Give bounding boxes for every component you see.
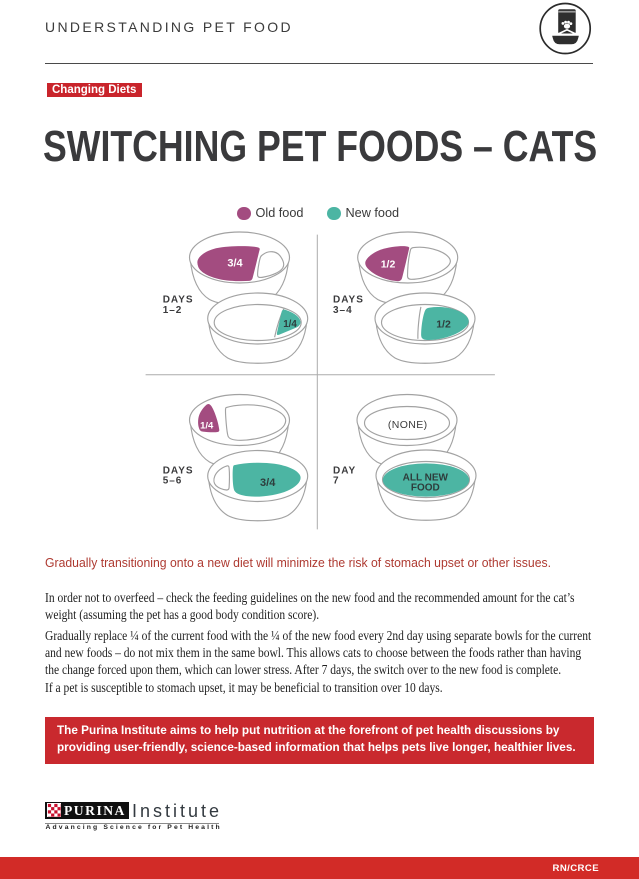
svg-text:DAYS: DAYS <box>163 466 194 477</box>
svg-text:3–4: 3–4 <box>333 305 353 316</box>
svg-text:7: 7 <box>333 476 340 487</box>
svg-text:1–2: 1–2 <box>163 305 183 316</box>
svg-text:DAYS: DAYS <box>163 295 194 306</box>
svg-text:ALL NEW: ALL NEW <box>403 473 449 484</box>
svg-text:DAY: DAY <box>333 466 356 477</box>
svg-text:5–6: 5–6 <box>163 476 183 487</box>
svg-text:1/2: 1/2 <box>436 319 451 331</box>
svg-text:1/4: 1/4 <box>283 319 297 330</box>
svg-text:FOOD: FOOD <box>411 483 440 494</box>
svg-text:(NONE): (NONE) <box>388 419 428 431</box>
svg-text:3/4: 3/4 <box>260 477 276 489</box>
svg-text:DAYS: DAYS <box>333 295 364 306</box>
svg-text:3/4: 3/4 <box>227 258 243 270</box>
svg-text:1/2: 1/2 <box>381 259 396 271</box>
svg-text:1/4: 1/4 <box>200 420 214 431</box>
